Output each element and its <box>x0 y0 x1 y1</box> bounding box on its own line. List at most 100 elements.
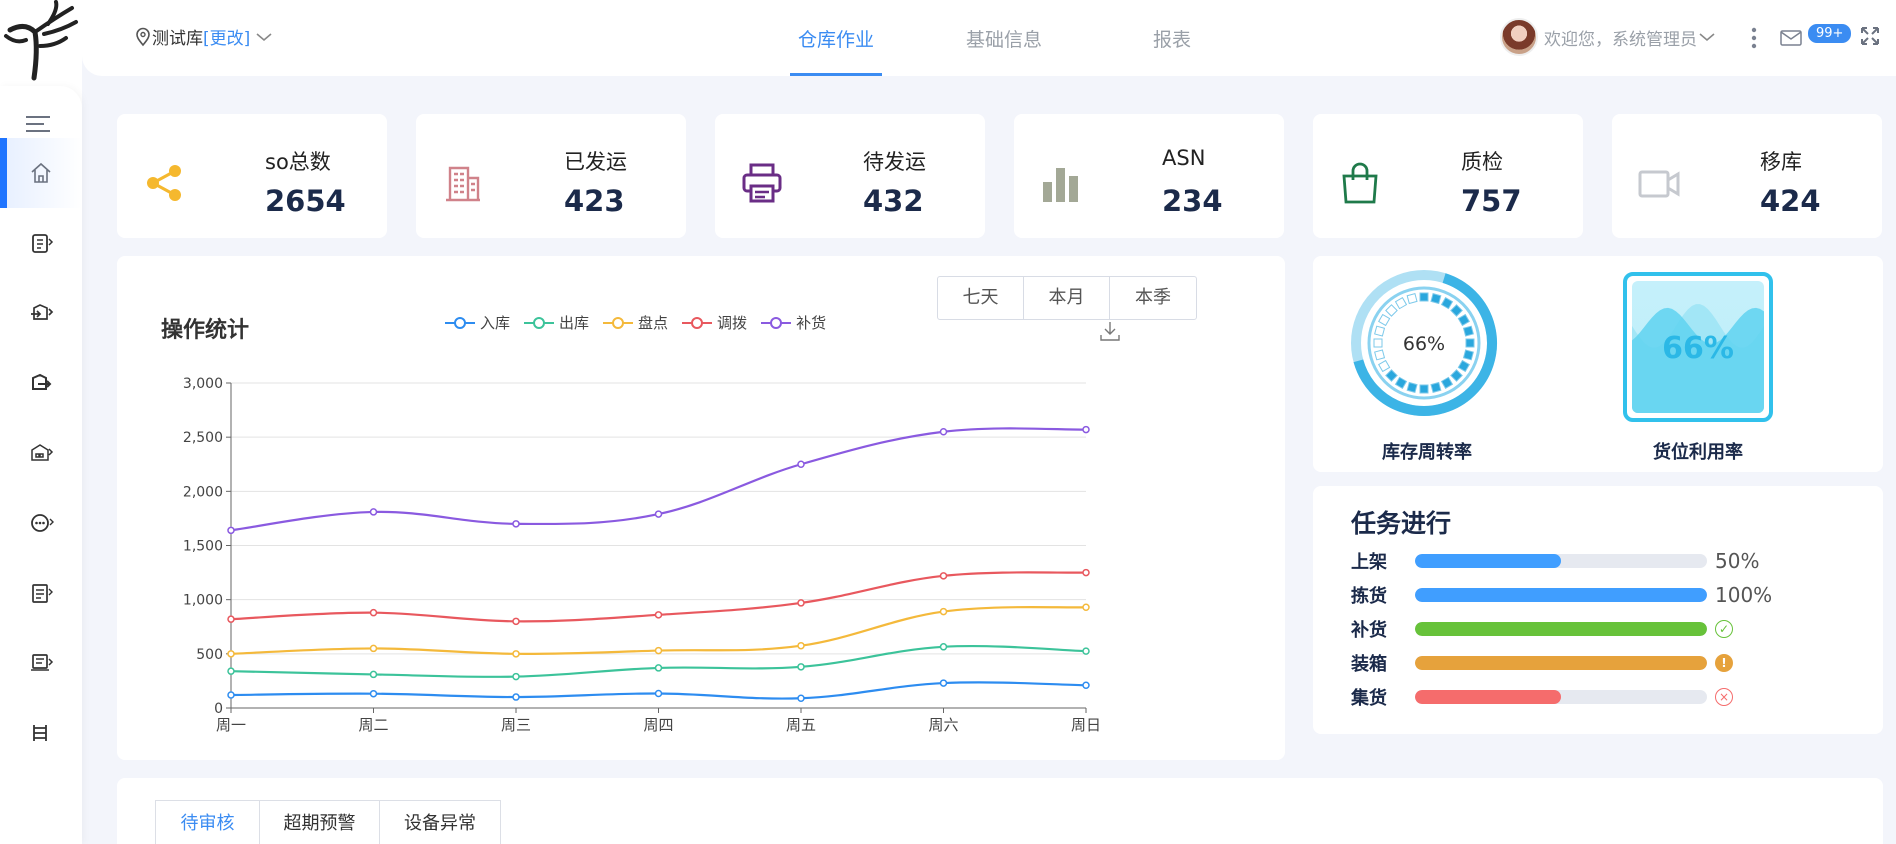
stat-value: 423 <box>564 184 625 218</box>
data-point[interactable] <box>797 599 805 607</box>
tab-pending-review[interactable]: 待审核 <box>156 801 260 844</box>
data-point[interactable] <box>369 670 378 679</box>
user-menu[interactable]: 欢迎您，系统管理员 <box>1500 18 1717 56</box>
legend-item[interactable]: 入库 <box>445 312 510 333</box>
task-row: 上架 50% <box>1351 548 1759 574</box>
sidebar-item-print[interactable] <box>0 628 82 698</box>
data-point[interactable] <box>227 526 235 535</box>
gauge-tick <box>1430 293 1442 305</box>
x-tick-label: 周四 <box>643 716 673 734</box>
gauge-tick <box>1374 325 1386 337</box>
sidebar-item-home[interactable] <box>0 138 82 208</box>
error-circle-icon: × <box>1715 688 1733 706</box>
warehouse-selector[interactable]: 测试库 [更改] <box>134 24 274 49</box>
data-point[interactable] <box>1082 681 1090 689</box>
task-progress-fill <box>1415 554 1561 568</box>
sidebar-item-more[interactable] <box>0 488 82 558</box>
legend-item[interactable]: 出库 <box>524 312 589 333</box>
tab-device-exception[interactable]: 设备异常 <box>404 813 476 834</box>
sidebar-item-outbound[interactable] <box>0 348 82 418</box>
data-point[interactable] <box>1082 647 1090 655</box>
warehouse-change-link[interactable]: [更改] <box>203 29 251 49</box>
range-seven-days-button[interactable]: 七天 <box>938 277 1024 319</box>
task-percent: 50% <box>1715 549 1760 573</box>
task-name: 装箱 <box>1351 654 1387 675</box>
task-progress-fill <box>1415 690 1561 704</box>
stat-card-so-total[interactable]: so总数 2654 <box>117 114 387 238</box>
data-point[interactable] <box>369 689 378 698</box>
gauge-tick <box>1373 338 1383 348</box>
sidebar-menu <box>0 86 82 844</box>
data-point[interactable] <box>512 693 520 701</box>
fullscreen-icon[interactable] <box>1860 26 1880 46</box>
menu-fold-icon[interactable] <box>26 114 50 134</box>
data-point[interactable] <box>512 520 520 528</box>
gauge-tick <box>1374 349 1386 361</box>
data-point[interactable] <box>797 694 805 702</box>
download-icon[interactable] <box>1099 320 1121 342</box>
data-point[interactable] <box>939 428 948 436</box>
legend-item[interactable]: 调拨 <box>682 312 747 333</box>
stat-card-asn[interactable]: ASN 234 <box>1014 114 1284 238</box>
sidebar-item-documents[interactable] <box>0 558 82 628</box>
chevron-down-icon[interactable] <box>254 31 274 43</box>
legend-item[interactable]: 盘点 <box>603 312 668 333</box>
data-point[interactable] <box>369 644 378 653</box>
data-point[interactable] <box>939 679 948 687</box>
data-point[interactable] <box>654 510 663 518</box>
data-point[interactable] <box>654 646 663 655</box>
stat-value: 234 <box>1162 184 1223 218</box>
avatar[interactable] <box>1500 18 1538 56</box>
data-point[interactable] <box>797 663 805 671</box>
x-tick-label: 周五 <box>786 716 816 734</box>
tab-overdue-warning[interactable]: 超期预警 <box>260 801 380 844</box>
data-point[interactable] <box>1082 603 1090 611</box>
data-point[interactable] <box>939 643 948 651</box>
mail-icon[interactable] <box>1780 30 1802 46</box>
data-point[interactable] <box>512 650 520 658</box>
data-point[interactable] <box>227 615 235 623</box>
tab-basic-info[interactable]: 基础信息 <box>965 29 1042 51</box>
data-point[interactable] <box>227 650 235 658</box>
range-this-month-button[interactable]: 本月 <box>1024 277 1110 319</box>
data-point[interactable] <box>512 672 520 681</box>
data-point[interactable] <box>1082 425 1090 434</box>
data-point[interactable] <box>797 641 805 650</box>
sidebar-item-orders[interactable] <box>0 208 82 278</box>
stat-card-quality-check[interactable]: 质检 757 <box>1313 114 1583 238</box>
range-this-quarter-button[interactable]: 本季 <box>1135 287 1171 308</box>
utilization-liquid-gauge: 66% <box>1623 272 1773 422</box>
gauge-tick <box>1430 381 1442 393</box>
data-point[interactable] <box>1082 568 1090 577</box>
data-point[interactable] <box>939 607 948 616</box>
stat-card-shipped[interactable]: 已发运 423 <box>416 114 686 238</box>
data-point[interactable] <box>512 617 520 626</box>
printer-icon <box>742 163 782 203</box>
gauge-tick <box>1462 349 1474 361</box>
sidebar-item-inbound[interactable] <box>0 278 82 348</box>
legend-item[interactable]: 补货 <box>761 312 826 333</box>
data-point[interactable] <box>369 608 378 617</box>
tab-warehouse-ops[interactable]: 仓库作业 <box>752 0 920 76</box>
building-icon <box>446 166 480 202</box>
stat-card-transfer[interactable]: 移库 424 <box>1612 114 1882 238</box>
sidebar-item-shelf[interactable] <box>0 698 82 768</box>
stat-label: 质检 <box>1461 150 1503 174</box>
data-point[interactable] <box>654 689 663 698</box>
data-point[interactable] <box>227 667 235 675</box>
data-point[interactable] <box>654 664 663 672</box>
more-vertical-icon[interactable] <box>1750 26 1758 50</box>
task-progress-bar <box>1415 656 1707 670</box>
legend-label: 盘点 <box>638 314 669 332</box>
data-point[interactable] <box>369 508 378 516</box>
data-point[interactable] <box>654 611 663 619</box>
sidebar-item-warehouse[interactable] <box>0 418 82 488</box>
data-point[interactable] <box>227 691 235 699</box>
tab-reports[interactable]: 报表 <box>1152 29 1191 51</box>
data-point[interactable] <box>939 572 948 580</box>
chevron-down-icon[interactable] <box>1697 31 1717 43</box>
x-tick-label: 周六 <box>928 716 958 734</box>
data-point[interactable] <box>797 460 805 468</box>
stat-card-pending-shipment[interactable]: 待发运 432 <box>715 114 985 238</box>
task-row: 拣货 100% <box>1351 582 1772 608</box>
